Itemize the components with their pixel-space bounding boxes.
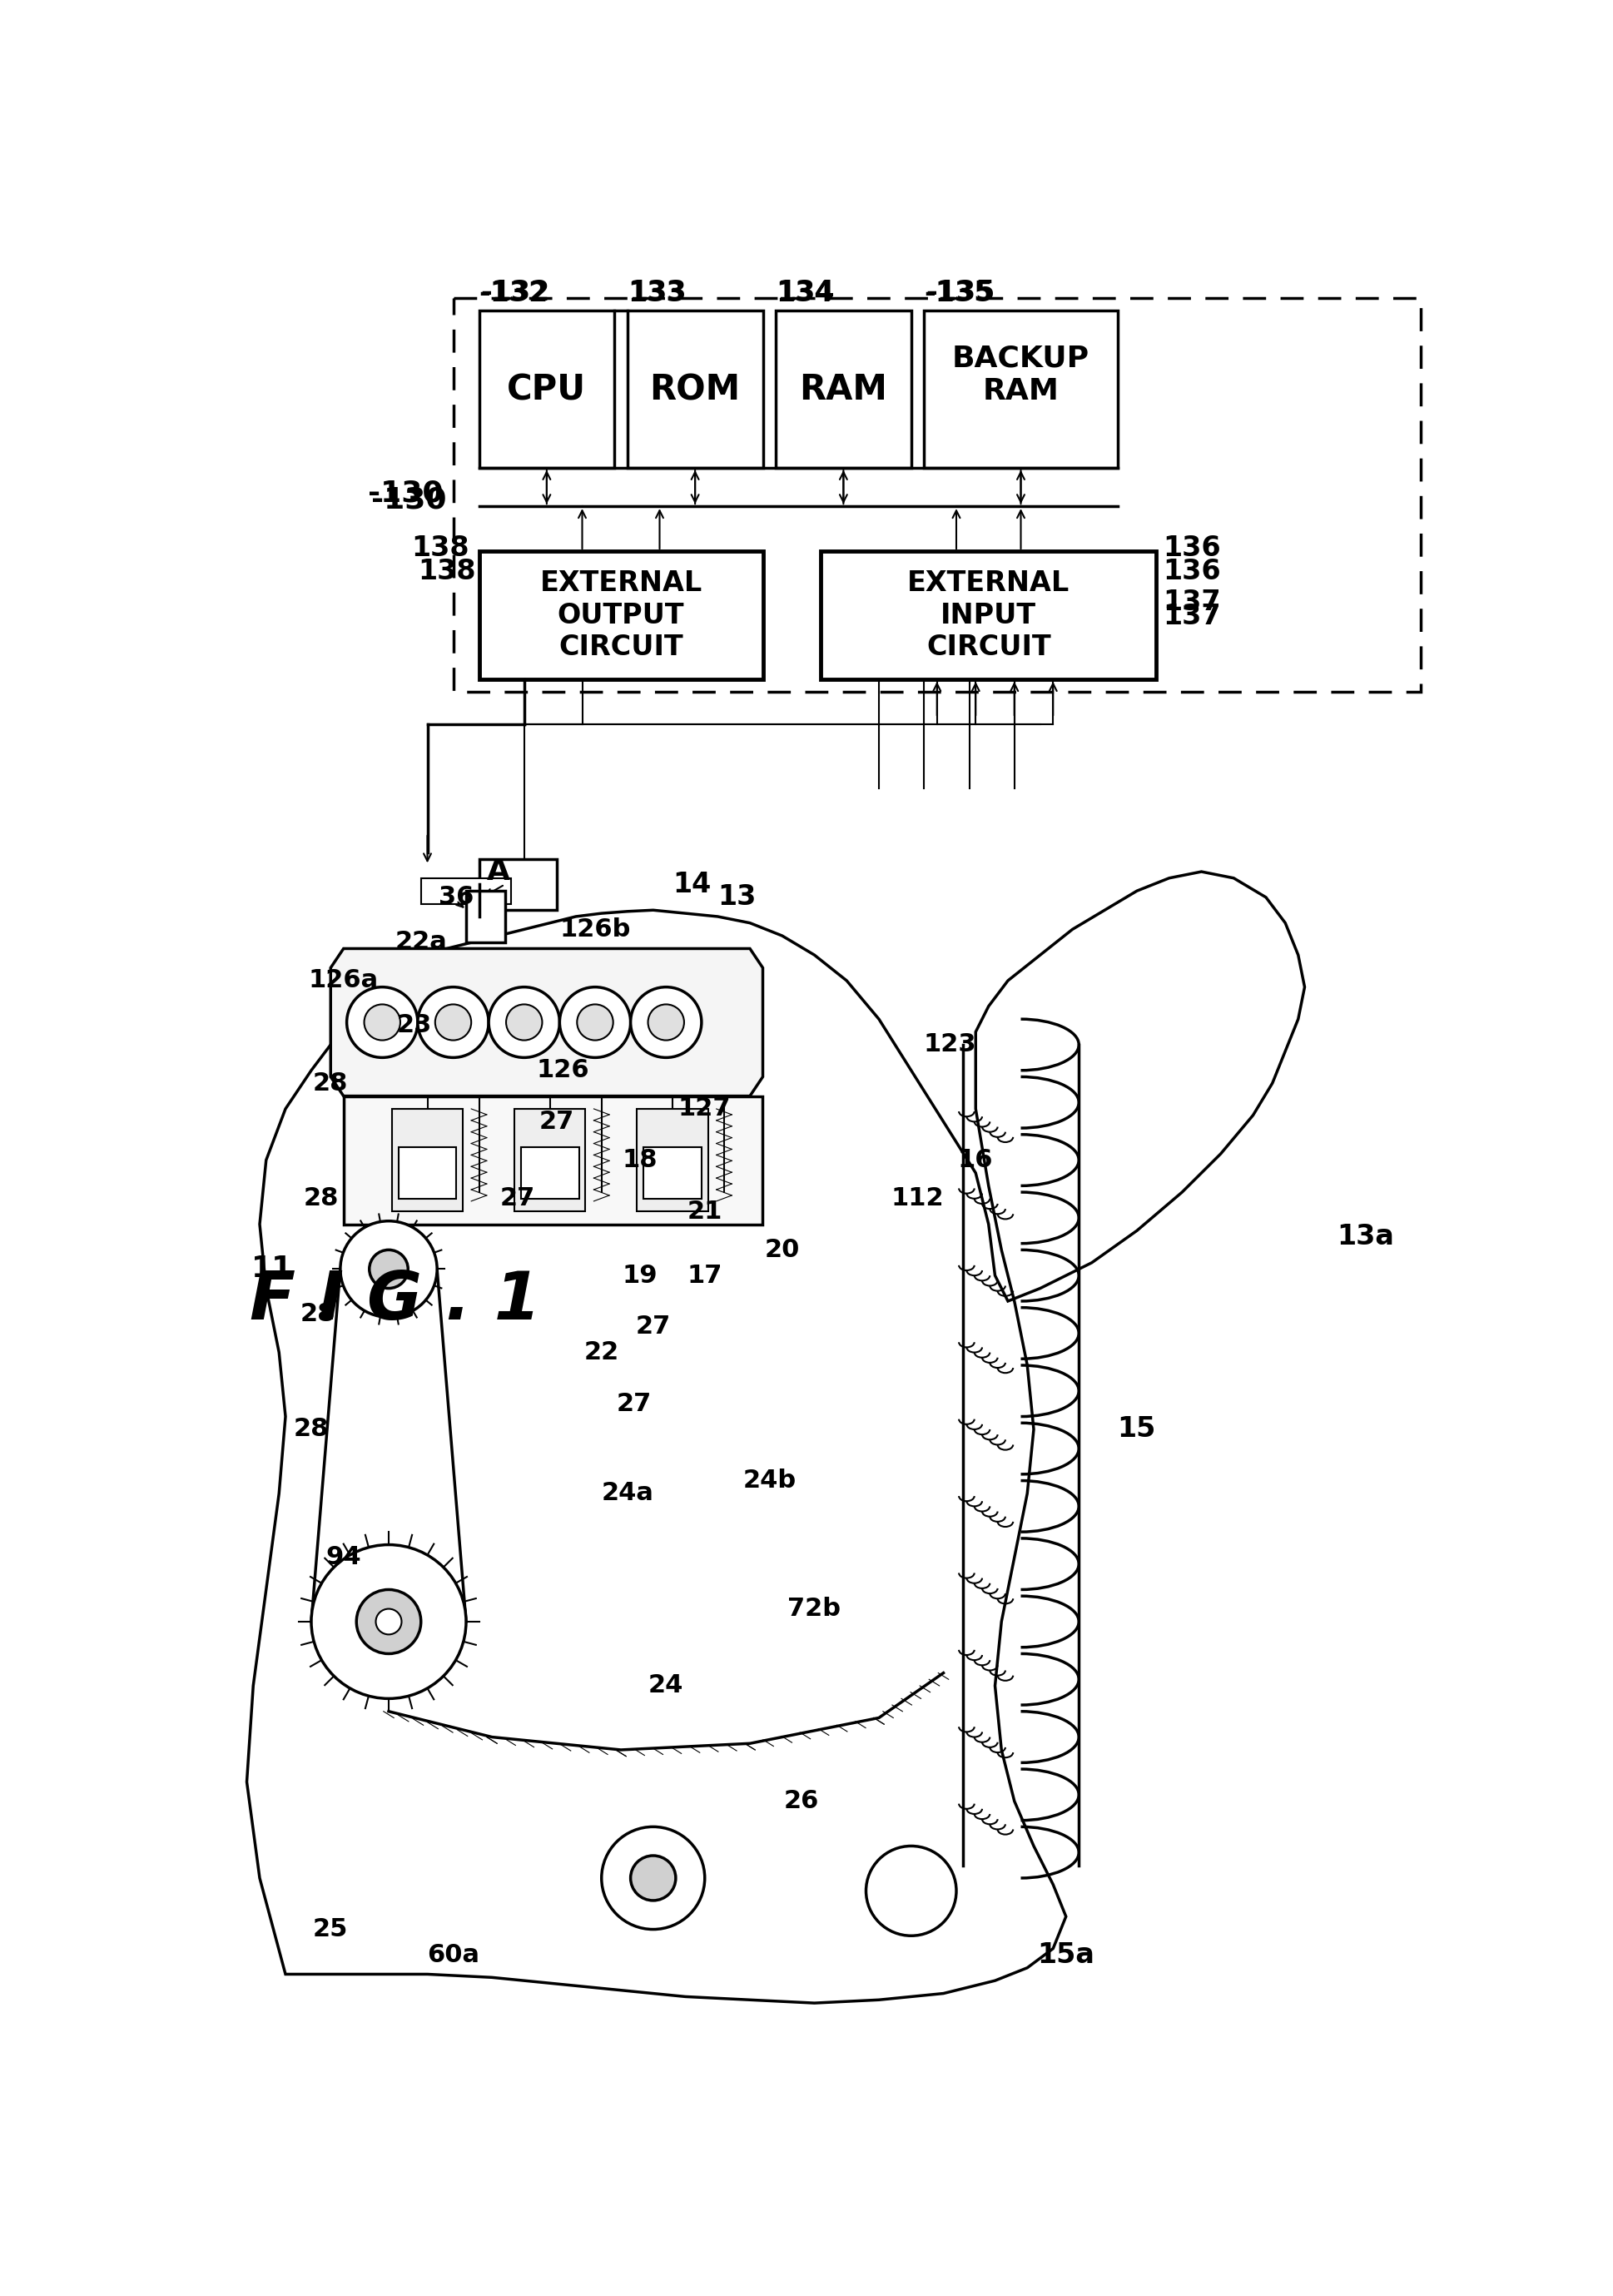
Text: 15: 15 — [1118, 1417, 1157, 1444]
Text: -135: -135 — [926, 278, 995, 305]
Text: 28: 28 — [303, 1187, 339, 1210]
Text: 126a: 126a — [308, 969, 379, 992]
Circle shape — [506, 1003, 542, 1040]
Text: 26: 26 — [784, 1789, 819, 1814]
Text: 18: 18 — [623, 1148, 658, 1173]
Text: 24a: 24a — [602, 1481, 653, 1506]
Circle shape — [489, 987, 560, 1058]
Text: EXTERNAL
OUTPUT
CIRCUIT: EXTERNAL OUTPUT CIRCUIT — [540, 569, 702, 661]
Circle shape — [376, 1609, 402, 1635]
Text: 123: 123 — [923, 1033, 976, 1056]
Circle shape — [648, 1003, 684, 1040]
Text: 126b: 126b — [560, 918, 631, 941]
Text: 137: 137 — [1163, 588, 1221, 615]
Text: ROM: ROM — [650, 372, 740, 406]
Text: 27: 27 — [636, 1316, 671, 1339]
Polygon shape — [344, 1095, 763, 1224]
Text: 27: 27 — [616, 1391, 652, 1417]
Bar — [637, 1109, 708, 1212]
Text: 28: 28 — [313, 1072, 348, 1095]
Text: -132: -132 — [479, 280, 548, 308]
Text: F I G . 1: F I G . 1 — [250, 1270, 540, 1334]
Text: 28: 28 — [294, 1417, 329, 1442]
Text: 14: 14 — [673, 870, 711, 898]
Text: 21: 21 — [687, 1199, 723, 1224]
Circle shape — [365, 1003, 400, 1040]
Text: 20: 20 — [765, 1238, 800, 1263]
Bar — [479, 551, 763, 680]
Text: 127: 127 — [679, 1097, 731, 1120]
Polygon shape — [331, 948, 763, 1095]
Bar — [521, 1148, 579, 1199]
Circle shape — [369, 1249, 408, 1288]
Text: 11: 11 — [252, 1256, 294, 1283]
Text: 36: 36 — [439, 886, 474, 909]
Text: -132: -132 — [481, 278, 550, 305]
Text: 17: 17 — [687, 1263, 723, 1288]
Text: 13: 13 — [718, 884, 756, 912]
Circle shape — [577, 1003, 613, 1040]
Text: 94: 94 — [326, 1545, 361, 1570]
Text: 27: 27 — [539, 1109, 574, 1134]
Text: 72b: 72b — [787, 1596, 840, 1621]
Text: 136: 136 — [1163, 535, 1221, 563]
Bar — [644, 1148, 702, 1199]
Text: 60a: 60a — [427, 1942, 479, 1968]
Text: RAM: RAM — [800, 372, 887, 406]
Text: 19: 19 — [623, 1263, 658, 1288]
Circle shape — [602, 1828, 705, 1929]
Bar — [627, 310, 763, 468]
Text: 138: 138 — [411, 535, 469, 563]
Circle shape — [631, 987, 702, 1058]
Text: A: A — [487, 856, 510, 886]
Text: 137: 137 — [1163, 602, 1221, 629]
Circle shape — [560, 987, 631, 1058]
Bar — [821, 551, 1157, 680]
Bar — [776, 310, 911, 468]
Text: -130: -130 — [371, 487, 447, 514]
Text: 15a: 15a — [1037, 1940, 1095, 1968]
Bar — [466, 891, 505, 941]
Circle shape — [311, 1545, 466, 1699]
Text: CPU: CPU — [506, 372, 586, 406]
Bar — [479, 310, 615, 468]
Bar — [421, 877, 511, 905]
Text: 134: 134 — [776, 280, 834, 308]
Circle shape — [436, 1003, 471, 1040]
Text: 27: 27 — [500, 1187, 536, 1210]
Bar — [515, 1109, 586, 1212]
Circle shape — [347, 987, 418, 1058]
Text: 16: 16 — [958, 1148, 994, 1173]
Text: 112: 112 — [890, 1187, 944, 1210]
Text: 23: 23 — [397, 1013, 432, 1038]
Text: 24b: 24b — [742, 1469, 795, 1492]
Text: 133: 133 — [629, 278, 687, 305]
Text: 22: 22 — [584, 1341, 619, 1364]
Text: 24: 24 — [648, 1674, 684, 1697]
Text: 28: 28 — [300, 1302, 336, 1327]
Circle shape — [340, 1221, 437, 1318]
Bar — [479, 859, 556, 909]
Text: 138: 138 — [418, 558, 476, 585]
Text: EXTERNAL
INPUT
CIRCUIT: EXTERNAL INPUT CIRCUIT — [907, 569, 1069, 661]
Circle shape — [631, 1855, 676, 1901]
Circle shape — [356, 1589, 421, 1653]
Text: 25: 25 — [313, 1917, 348, 1942]
Text: 136: 136 — [1163, 558, 1221, 585]
Text: BACKUP
RAM: BACKUP RAM — [952, 344, 1089, 406]
Text: 126: 126 — [537, 1058, 589, 1081]
Bar — [392, 1109, 463, 1212]
Circle shape — [418, 987, 489, 1058]
Bar — [398, 1148, 456, 1199]
Text: 13a: 13a — [1337, 1224, 1394, 1251]
Text: 133: 133 — [627, 280, 686, 308]
Bar — [924, 310, 1118, 468]
Text: -130: -130 — [368, 480, 444, 507]
Polygon shape — [247, 872, 1305, 2002]
Circle shape — [866, 1846, 957, 1936]
Bar — [453, 298, 1421, 691]
Text: 22a: 22a — [395, 930, 447, 955]
Text: 134: 134 — [777, 278, 836, 305]
Text: -135: -135 — [924, 280, 994, 308]
